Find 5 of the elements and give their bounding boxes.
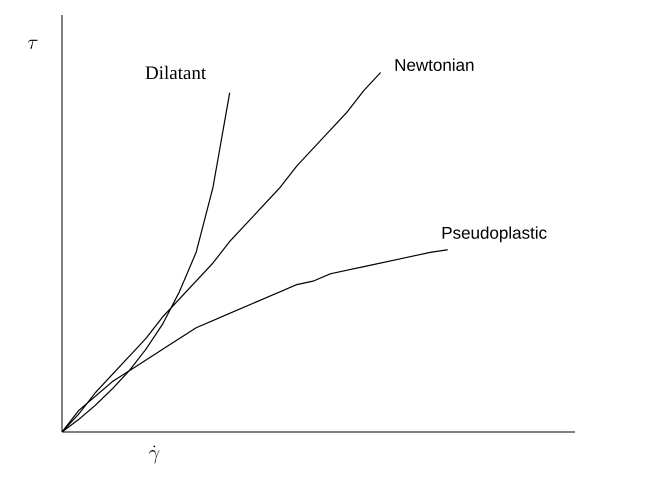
series-label: Newtonian [396,58,474,71]
series-label: Dilatant [146,66,206,80]
series-label: Pseudoplastic [442,226,547,242]
y-axis-title: $\tau$ [28,40,38,49]
x-axis-title: $\dot{\gamma}$ [148,445,160,464]
